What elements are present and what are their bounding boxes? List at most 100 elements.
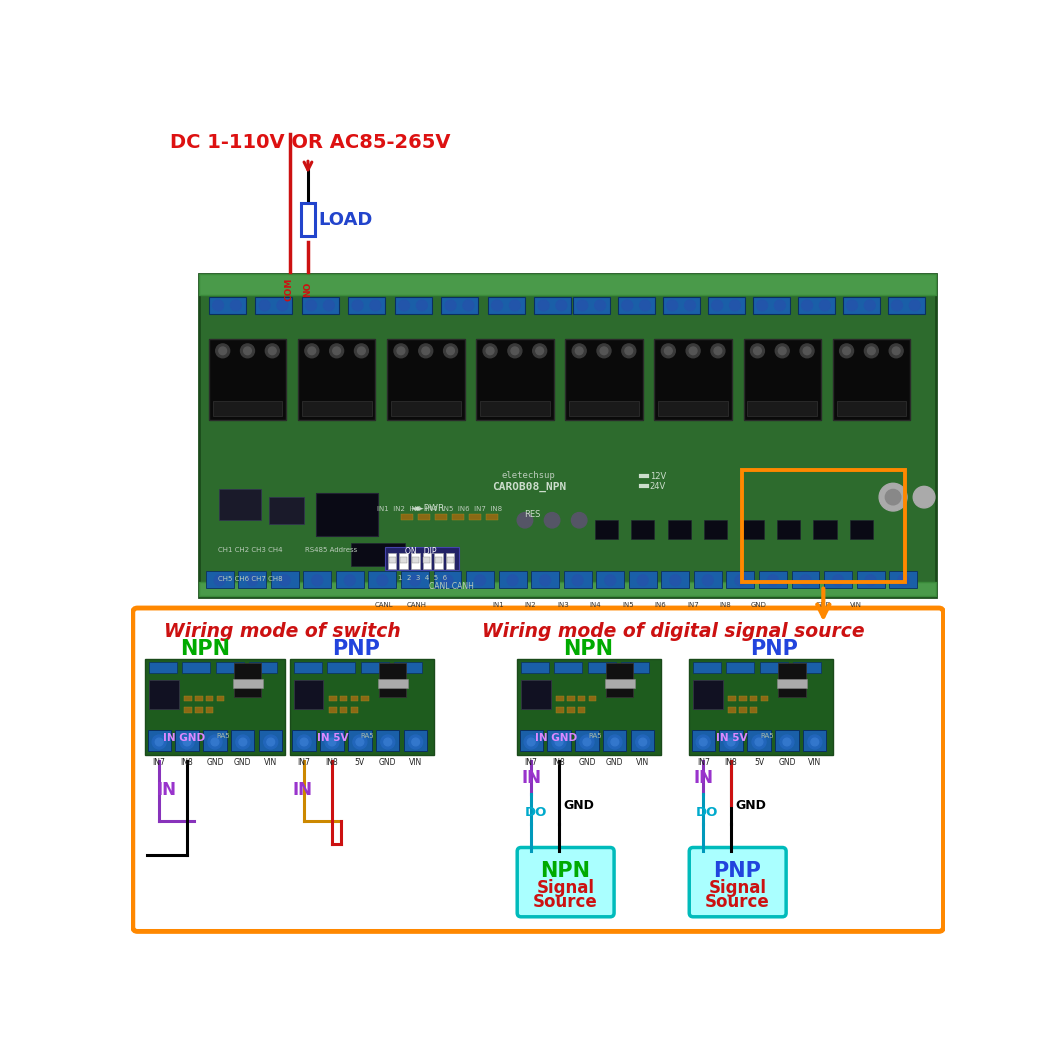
Bar (401, 514, 413, 520)
Bar (578, 708, 586, 713)
Bar (234, 663, 261, 697)
Bar (824, 571, 852, 588)
Text: GND: GND (751, 602, 766, 608)
Bar (663, 297, 700, 314)
Bar (578, 696, 586, 701)
Text: IN GND: IN GND (163, 733, 205, 743)
Circle shape (312, 575, 322, 586)
Text: Wiring mode of switch: Wiring mode of switch (164, 623, 401, 642)
Text: PNP: PNP (713, 861, 761, 881)
Text: CANL: CANL (375, 602, 393, 608)
Bar (837, 401, 906, 416)
Bar (843, 297, 880, 314)
Text: IN8: IN8 (720, 602, 732, 608)
Circle shape (214, 575, 225, 586)
Circle shape (575, 346, 583, 355)
Bar (887, 297, 925, 314)
Text: RA5: RA5 (361, 733, 375, 739)
Bar (521, 679, 550, 709)
Circle shape (583, 738, 591, 746)
Bar (399, 553, 407, 569)
Bar (621, 662, 649, 673)
Circle shape (419, 344, 433, 358)
Bar (518, 658, 660, 755)
Bar (531, 571, 559, 588)
Circle shape (244, 346, 251, 355)
Bar (175, 730, 198, 751)
Text: IN: IN (293, 781, 313, 799)
Circle shape (507, 575, 518, 586)
Bar (486, 514, 498, 520)
Bar (446, 558, 454, 564)
Circle shape (686, 344, 700, 358)
Circle shape (527, 738, 536, 746)
Text: GND: GND (206, 758, 224, 768)
Bar (446, 553, 455, 569)
Text: GND: GND (606, 758, 624, 768)
Circle shape (622, 300, 633, 311)
Circle shape (394, 344, 407, 358)
Bar (145, 658, 285, 755)
Bar (401, 571, 428, 588)
Text: VIN: VIN (849, 602, 862, 608)
Circle shape (330, 344, 343, 358)
Circle shape (625, 346, 633, 355)
Text: IN: IN (693, 770, 713, 788)
Bar (740, 520, 763, 540)
Bar (290, 658, 434, 755)
Circle shape (611, 738, 618, 746)
Text: GND: GND (579, 758, 595, 768)
Bar (404, 730, 427, 751)
Circle shape (864, 300, 876, 311)
Bar (206, 571, 233, 588)
Circle shape (208, 735, 222, 749)
Text: IN GND: IN GND (534, 733, 578, 743)
Text: NO: NO (303, 281, 312, 297)
Circle shape (422, 346, 429, 355)
Circle shape (353, 735, 366, 749)
Bar (618, 297, 655, 314)
Bar (441, 297, 479, 314)
Circle shape (665, 346, 672, 355)
Bar (739, 696, 747, 701)
Bar (476, 339, 553, 420)
Bar (480, 401, 550, 416)
Circle shape (833, 575, 843, 586)
Bar (775, 730, 798, 751)
Bar (351, 696, 358, 701)
Circle shape (724, 735, 738, 749)
Bar (395, 297, 432, 314)
Circle shape (239, 738, 247, 746)
Bar (469, 514, 481, 520)
Text: IN7: IN7 (152, 758, 166, 768)
Bar (238, 571, 266, 588)
Text: GND: GND (234, 758, 252, 768)
Text: Signal: Signal (537, 879, 594, 897)
Text: 5V: 5V (754, 758, 764, 768)
Text: CH5 CH6 CH7 CH8: CH5 CH6 CH7 CH8 (217, 575, 282, 582)
Circle shape (508, 344, 522, 358)
Text: CANL CANH: CANL CANH (428, 582, 474, 591)
Text: VIN: VIN (808, 758, 821, 768)
Circle shape (735, 575, 746, 586)
Text: IN 5V: IN 5V (317, 733, 349, 743)
Circle shape (555, 738, 563, 746)
Bar (777, 520, 800, 540)
Bar (195, 708, 203, 713)
Bar (889, 571, 917, 588)
Circle shape (889, 344, 903, 358)
Circle shape (442, 575, 453, 586)
Bar (753, 297, 790, 314)
Circle shape (702, 575, 713, 586)
Bar (303, 571, 331, 588)
Circle shape (865, 575, 876, 586)
Bar (603, 730, 627, 751)
Bar (554, 662, 583, 673)
Bar (857, 571, 884, 588)
Circle shape (840, 344, 854, 358)
Bar (215, 662, 244, 673)
Circle shape (410, 575, 420, 586)
Bar (693, 679, 722, 709)
Text: ON   DIP: ON DIP (404, 547, 436, 557)
Circle shape (518, 512, 532, 528)
